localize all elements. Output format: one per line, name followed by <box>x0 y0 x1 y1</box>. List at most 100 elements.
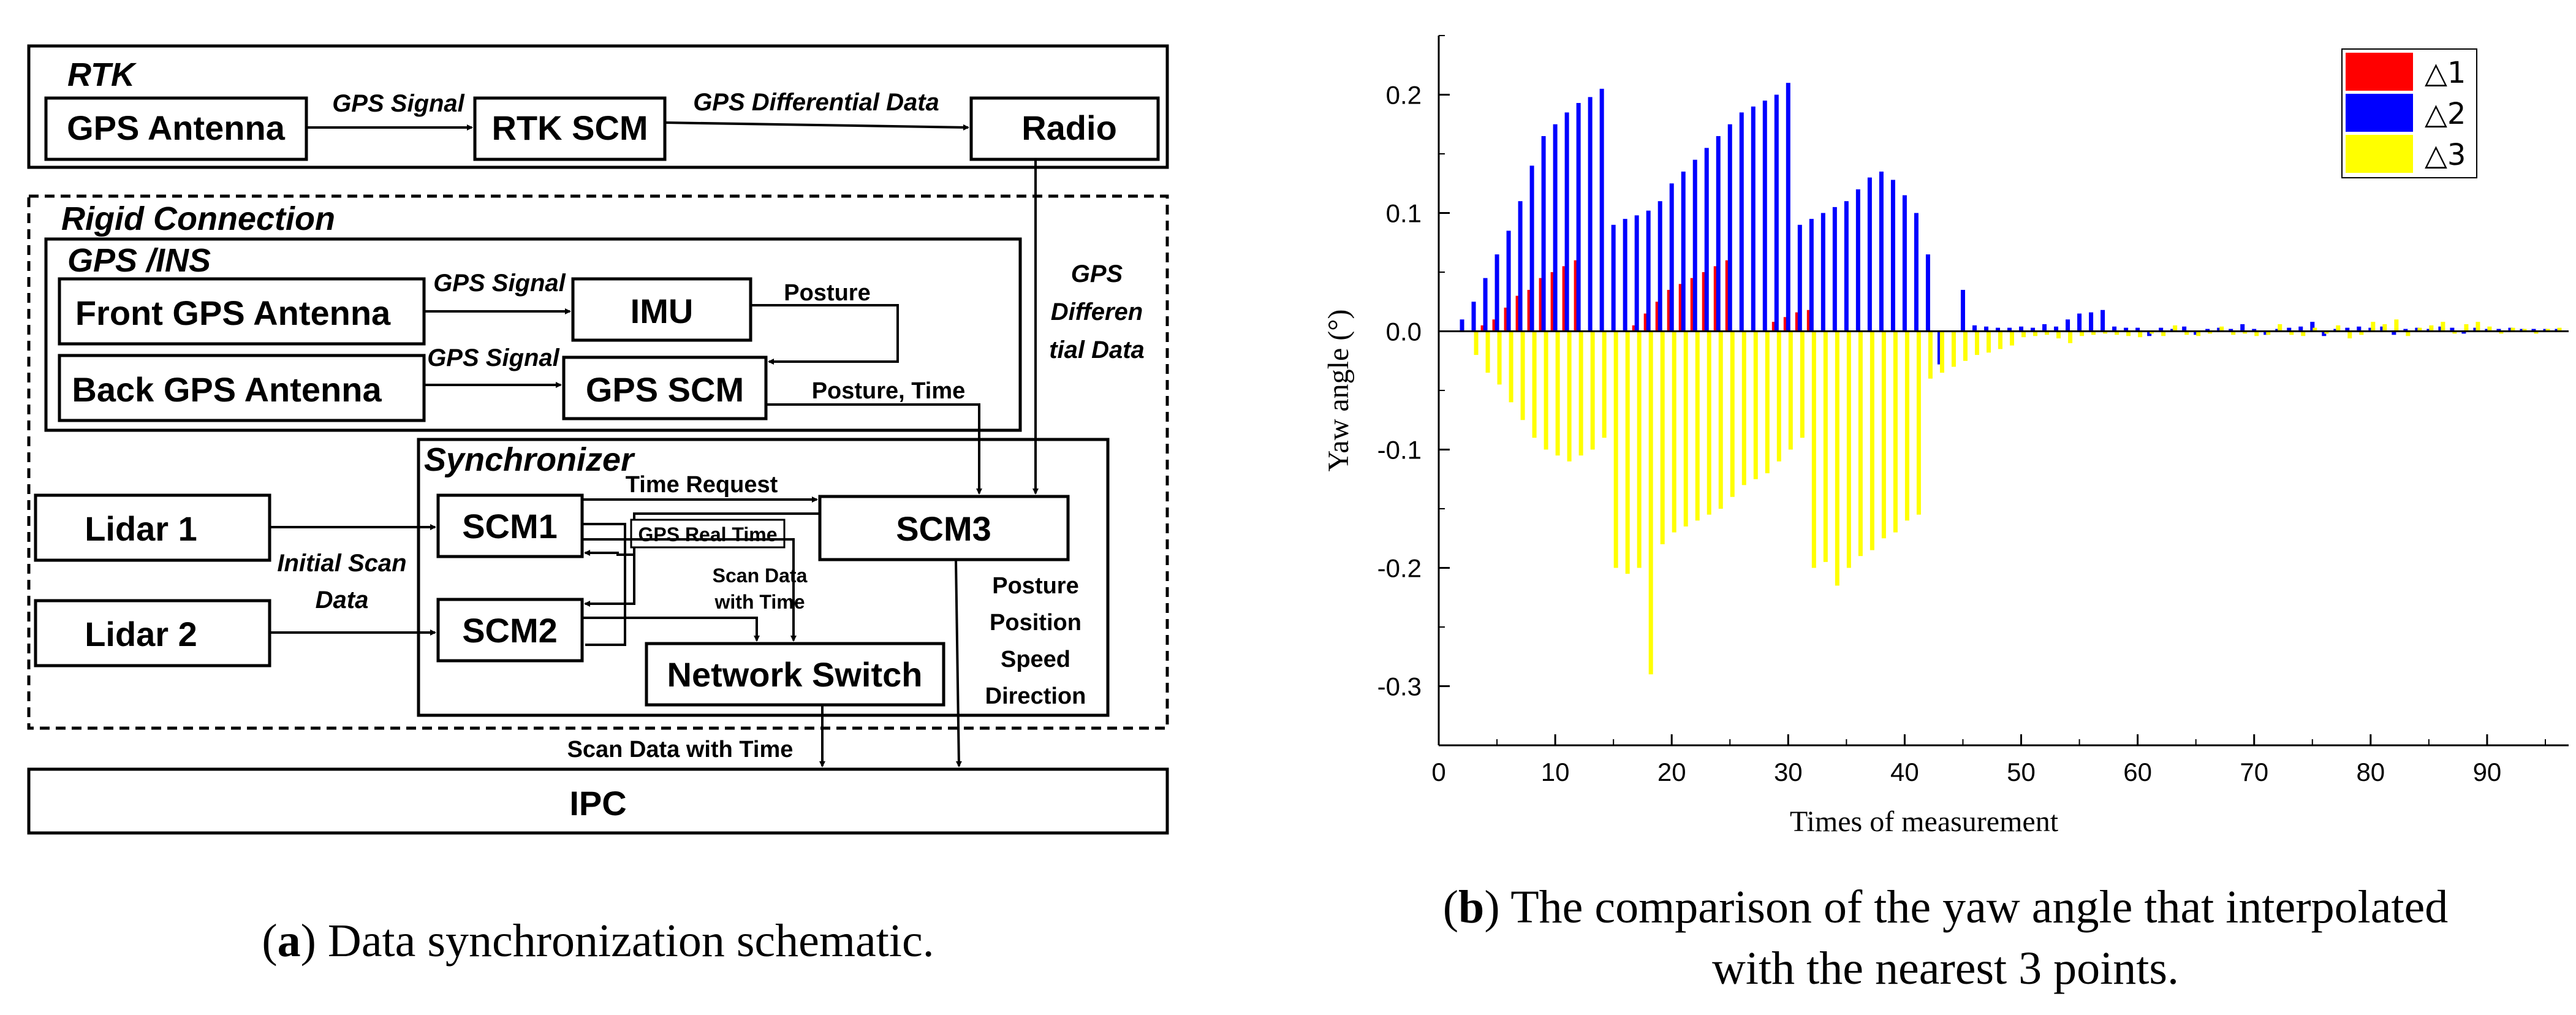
bar-series2 <box>1494 254 1499 332</box>
bar-series2 <box>2077 313 2082 332</box>
y-tick-label: 0.2 <box>1386 81 1422 110</box>
gps-diff-vertical-2: Differen <box>1051 298 1143 325</box>
bar-series3 <box>2033 331 2038 336</box>
bar-series2 <box>2508 327 2513 332</box>
bar-series1 <box>1643 313 1648 332</box>
bar-series1 <box>1655 302 1660 332</box>
bar-series3 <box>1800 331 1805 438</box>
bar-series2 <box>2112 326 2117 332</box>
scm3-out-posture: Posture <box>992 573 1078 599</box>
bar-series1 <box>1539 278 1544 332</box>
bar-series3 <box>2534 331 2539 334</box>
gps-signal-front-label: GPS Signal <box>433 270 566 297</box>
bar-series2 <box>2555 329 2559 332</box>
bar-series2 <box>1960 289 1965 332</box>
scm1-scm2-link <box>582 523 626 646</box>
bar-series3 <box>2010 331 2015 346</box>
initial-scan-label-2: Data <box>316 587 369 614</box>
bar-series2 <box>2450 327 2455 332</box>
y-tick-label: -0.3 <box>1377 672 1422 701</box>
bar-series2 <box>2275 329 2280 332</box>
bar-series2 <box>1506 230 1511 332</box>
bar-series1 <box>1725 260 1730 332</box>
bar-series2 <box>1844 201 1849 332</box>
bar-series1 <box>1632 325 1637 332</box>
bar-series2 <box>2263 331 2268 335</box>
bar-series3 <box>2336 325 2341 332</box>
radio-label: Radio <box>1021 108 1117 147</box>
x-tick-label: 50 <box>2007 758 2036 786</box>
bar-series3 <box>2441 322 2445 332</box>
bar-series3 <box>2208 331 2213 334</box>
bar-series3 <box>2126 331 2131 336</box>
bar-series2 <box>1704 148 1709 332</box>
bar-series3 <box>1765 331 1770 474</box>
bar-series2 <box>2485 329 2490 332</box>
bar-series3 <box>2452 331 2457 334</box>
scm3-label: SCM3 <box>896 509 991 548</box>
gps-diff-vertical-3: tial Data <box>1049 336 1145 363</box>
bar-series2 <box>2229 329 2233 332</box>
bar-series2 <box>2415 327 2420 332</box>
chart-legend: △1 △2 △3 <box>2341 48 2477 178</box>
bar-series3 <box>1951 331 1956 367</box>
bar-series3 <box>2429 325 2434 332</box>
bar-series3 <box>2289 331 2294 335</box>
bar-series3 <box>1823 331 1828 562</box>
bar-series3 <box>1602 331 1607 438</box>
chart-axes: 0.2 0.1 0.0 -0.1 -0.2 -0.3 0 10 20 30 40 50 60 70 80 90… <box>1322 35 2569 838</box>
bar-series2 <box>1657 201 1662 332</box>
bar-series3 <box>1567 331 1572 462</box>
bar-series3 <box>1986 331 1991 353</box>
caption-a: (a) Data synchronization schematic. <box>262 915 934 967</box>
bar-series1 <box>1667 289 1672 332</box>
initial-scan-label-1: Initial Scan <box>277 550 406 577</box>
y-axis-title: Yaw angle (°) <box>1322 310 1355 472</box>
bar-series3 <box>2476 322 2480 332</box>
bar-series3 <box>2371 322 2376 332</box>
caption-b-letter: b <box>1458 881 1484 933</box>
bar-series2 <box>2240 324 2245 332</box>
x-tick-label: 80 <box>2356 758 2385 786</box>
bar-series3 <box>2301 331 2306 336</box>
bar-series2 <box>1727 124 1732 332</box>
x-tick-label: 0 <box>1431 758 1445 786</box>
ipc-box <box>27 767 1169 835</box>
bar-series3 <box>1904 331 1909 521</box>
bar-series3 <box>1963 331 1968 361</box>
gps-signal-back-label: GPS Signal <box>427 344 559 371</box>
scm3-out-position: Position <box>990 610 1082 636</box>
bar-series3 <box>2464 324 2469 332</box>
bar-series3 <box>2499 331 2504 334</box>
bar-series3 <box>1916 331 1921 515</box>
y-tick-label: 0.1 <box>1386 199 1422 228</box>
gps-ins-title: GPS /INS <box>67 242 211 279</box>
bar-series3 <box>2347 331 2352 339</box>
bar-series2 <box>2182 326 2187 332</box>
bar-series2 <box>2461 331 2466 334</box>
bar-series3 <box>2021 331 2026 338</box>
y-tick-label: -0.2 <box>1377 554 1422 583</box>
bar-series3 <box>1974 331 1979 355</box>
bar-series3 <box>1532 331 1537 438</box>
bar-series2 <box>2345 327 2350 332</box>
bar-series3 <box>1520 331 1525 420</box>
legend-label-3: △3 <box>2425 138 2466 172</box>
panel-a-schematic: RTK GPS Antenna RTK SCM Radio GPS Signal… <box>27 44 1169 967</box>
bar-series1 <box>1702 272 1707 332</box>
bar-series2 <box>2054 326 2059 332</box>
bar-series1 <box>1678 284 1683 332</box>
bar-series3 <box>2406 331 2411 336</box>
bar-series2 <box>2007 327 2012 332</box>
bar-series2 <box>1692 159 1697 332</box>
bar-series2 <box>1925 254 1930 332</box>
scan-data-ipc-label: Scan Data with Time <box>567 737 794 762</box>
scan-data-label-2: with Time <box>714 591 805 613</box>
arrow-rtkscm-to-radio <box>664 121 969 131</box>
imu-box <box>571 277 752 342</box>
bar-series2 <box>2531 329 2536 332</box>
arrow-gpsscm-to-scm3 <box>766 403 982 495</box>
bar-series3 <box>1590 331 1595 450</box>
bar-series1 <box>1562 266 1567 332</box>
bar-series3 <box>1718 331 1723 509</box>
